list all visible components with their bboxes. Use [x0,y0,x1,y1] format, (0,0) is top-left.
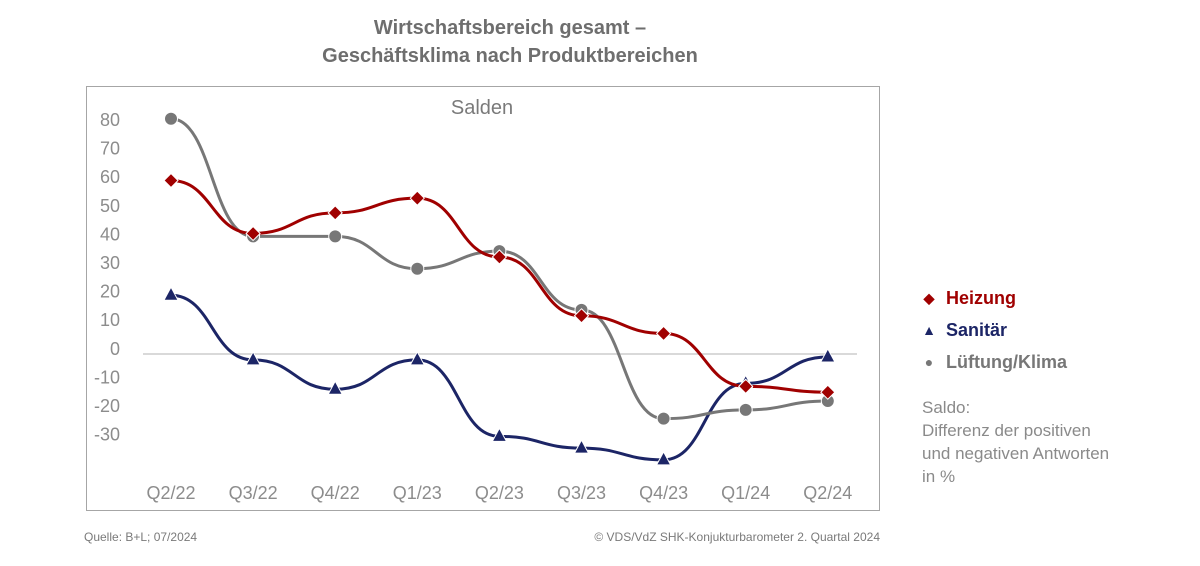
data-point-triangle [573,439,590,454]
x-tick-label: Q1/24 [721,483,770,503]
data-point-diamond [409,190,426,206]
legend-item-heizung: ◆ Heizung [918,282,1067,314]
x-tick-label: Q1/23 [393,483,442,503]
x-tick-label: Q3/22 [229,483,278,503]
y-tick-label: 80 [100,110,120,130]
chart-title: Wirtschaftsbereich gesamt – Geschäftskli… [280,14,740,70]
plot-frame [86,86,880,511]
data-point-triangle [655,450,672,466]
legend-item-sanitaer: ▲ Sanitär [918,314,1067,346]
y-tick-label: -10 [94,367,120,387]
data-point-circle [164,111,178,126]
copyright-footer: © VDS/VdZ SHK-Konjukturbarometer 2. Quar… [594,530,880,544]
x-tick-label: Q3/23 [557,483,606,503]
y-axis-ticks: 80 70 60 50 40 30 20 10 0 -10 -20 -30 [94,110,120,445]
chart-title-line1: Wirtschaftsbereich gesamt – [373,17,647,39]
data-point-diamond [737,378,754,395]
data-point-triangle [409,350,426,366]
x-tick-label: Q4/23 [639,483,688,503]
data-point-diamond [820,384,836,400]
chart-subtitle: Salden [451,97,513,119]
data-point-diamond [573,308,590,324]
data-point-triangle [327,380,344,395]
series-markers [163,111,836,466]
chart-title-line2: Geschäftsklima nach Produktbereichen [322,45,698,67]
x-tick-label: Q2/23 [475,483,524,503]
y-tick-label: -30 [94,425,120,445]
data-point-triangle [245,350,261,366]
data-point-triangle [819,347,836,363]
y-tick-label: 40 [100,224,120,244]
legend-label: Heizung [946,287,1016,308]
y-tick-label: 70 [100,139,120,159]
legend-item-lueftung: ● Lüftung/Klima [918,346,1067,378]
legend: ◆ Heizung ▲ Sanitär ● Lüftung/Klima [918,282,1067,378]
series-line-l-ftung-klima [170,117,828,421]
data-point-circle [738,402,753,417]
x-tick-label: Q2/22 [146,483,195,503]
saldo-note: Saldo: Differenz der positiven und negat… [922,398,1110,486]
data-point-triangle [491,427,508,442]
y-tick-label: 50 [100,196,120,216]
data-point-diamond [327,205,343,221]
y-tick-label: 20 [100,282,120,302]
legend-label: Sanitär [946,319,1008,340]
legend-label: Lüftung/Klima [946,351,1067,372]
data-point-circle [328,229,343,244]
data-point-diamond [245,225,261,242]
circle-icon: ● [924,354,934,370]
source-footer: Quelle: B+L; 07/2024 [84,530,198,544]
x-tick-label: Q4/22 [311,483,360,503]
series-lines [170,117,828,462]
data-point-diamond [655,325,672,342]
y-tick-label: 0 [110,339,120,359]
x-tick-label: Q2/24 [803,483,852,503]
x-axis-ticks: Q2/22 Q3/22 Q4/22 Q1/23 Q2/23 Q3/23 Q4/23 Q1/24… [146,483,852,503]
data-point-diamond [163,172,179,189]
data-point-circle [656,411,671,426]
series-line-sanit-r [170,293,828,462]
data-point-triangle [163,286,179,301]
triangle-icon: ▲ [922,322,936,338]
data-point-circle [410,261,425,276]
diamond-icon: ◆ [923,289,935,306]
y-tick-label: 30 [100,253,120,273]
data-point-diamond [491,249,508,265]
y-tick-label: 60 [100,167,120,187]
y-tick-label: -20 [94,396,120,416]
y-tick-label: 10 [100,310,120,330]
